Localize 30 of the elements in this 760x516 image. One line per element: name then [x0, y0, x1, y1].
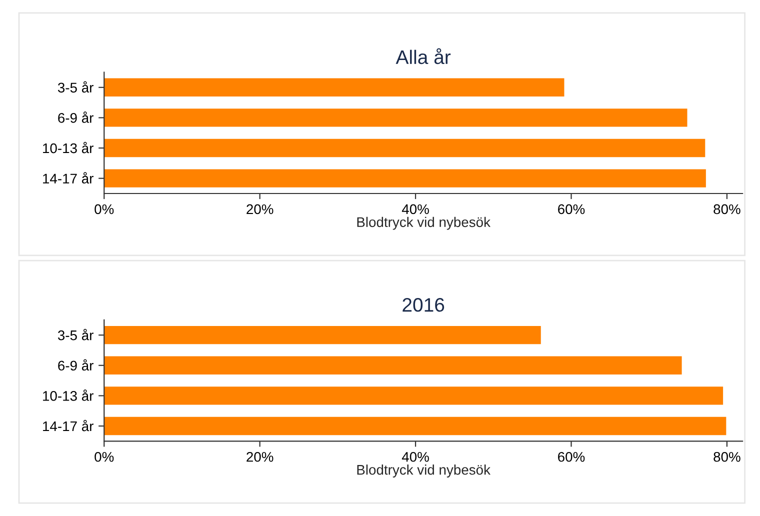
bar — [104, 386, 724, 405]
bar — [104, 169, 706, 188]
y-tick-label: 3-5 år — [58, 81, 94, 93]
x-tick-label: 0% — [94, 204, 114, 214]
x-axis-title: Blodtryck vid nybesök — [357, 464, 490, 478]
x-tick-label: 80% — [714, 204, 740, 214]
chart-title: 2016 — [402, 298, 444, 312]
x-tick-label: 60% — [558, 204, 585, 214]
x-tick-label: 20% — [246, 452, 274, 462]
x-axis-title: Blodtryck vid nybesök — [357, 216, 490, 230]
bar — [104, 108, 688, 127]
y-tick-label: 14-17 år — [43, 420, 94, 432]
bar — [104, 138, 706, 158]
bar — [104, 78, 564, 96]
y-tick-label: 6-9 år — [58, 112, 94, 123]
y-tick-label: 3-5 år — [58, 328, 94, 340]
y-tick-label: 6-9 år — [58, 359, 94, 371]
bar — [104, 326, 541, 344]
x-tick-label: 0% — [94, 452, 114, 462]
y-tick-label: 14-17 år — [43, 172, 94, 184]
x-tick-label: 20% — [246, 204, 274, 214]
y-tick-label: 10-13 år — [43, 142, 94, 154]
x-tick-label: 40% — [402, 204, 429, 214]
x-tick-label: 60% — [558, 452, 585, 462]
x-tick-label: 40% — [402, 452, 429, 462]
chart-title: Alla år — [396, 48, 451, 64]
y-tick-label: 10-13 år — [43, 390, 94, 401]
bar — [104, 356, 682, 374]
x-tick-label: 80% — [714, 452, 740, 462]
bar — [104, 416, 726, 436]
